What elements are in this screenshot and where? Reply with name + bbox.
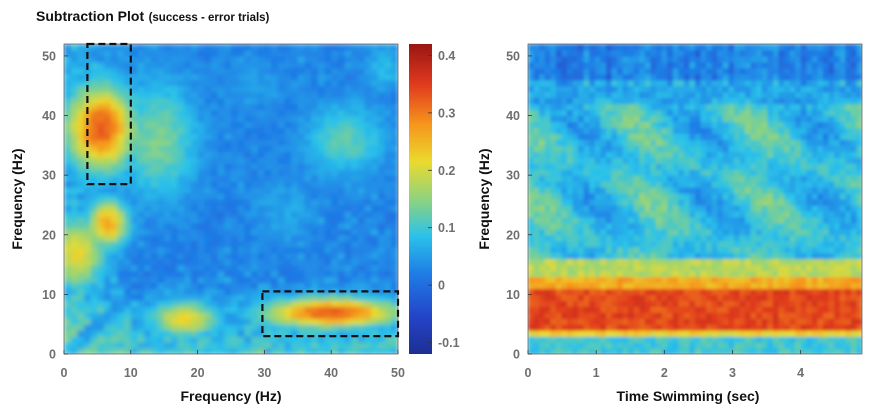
right-y-tick-label: 50 — [506, 49, 520, 63]
right-x-tick-label: 3 — [729, 366, 736, 380]
time-frequency-heatmap — [527, 43, 863, 355]
colorbar-gradient — [409, 44, 432, 354]
left-y-tick-label: 50 — [42, 49, 56, 63]
right-y-axis-label: Frequency (Hz) — [476, 148, 492, 249]
right-y-tick-label: 0 — [513, 348, 520, 362]
chart-title: Subtraction Plot (success - error trials… — [36, 8, 269, 26]
left-x-tick-label: 20 — [191, 366, 205, 380]
colorbar-tick-label: 0.2 — [438, 164, 455, 178]
subtraction-heatmap — [63, 42, 400, 355]
left-y-tick-label: 10 — [42, 288, 56, 302]
highlight-box-1 — [86, 42, 132, 186]
colorbar-tick-label: 0.3 — [438, 106, 455, 120]
left-x-tick-label: 10 — [124, 366, 138, 380]
left-x-tick-label: 0 — [61, 366, 68, 380]
left-y-tick-label: 30 — [42, 169, 56, 183]
left-x-tick-label: 40 — [324, 366, 338, 380]
right-x-tick-label: 1 — [593, 366, 600, 380]
left-x-tick-label: 30 — [257, 366, 271, 380]
left-x-tick-label: 50 — [391, 366, 405, 380]
chart-title-sub: (success - error trials) — [148, 12, 270, 24]
left-y-axis-label: Frequency (Hz) — [9, 148, 25, 249]
right-x-tick-label: 4 — [797, 366, 804, 380]
colorbar-tick-label: 0.1 — [438, 221, 455, 235]
right-y-tick-label: 20 — [506, 228, 520, 242]
right-x-axis-label: Time Swimming (sec) — [617, 388, 760, 404]
left-x-axis-label: Frequency (Hz) — [180, 388, 281, 404]
colorbar-tick-label: 0 — [438, 279, 445, 293]
right-x-tick-label: 0 — [525, 366, 532, 380]
chart-title-main: Subtraction Plot — [36, 8, 145, 24]
left-y-tick-label: 20 — [42, 228, 56, 242]
colorbar-tick-label: 0.4 — [438, 49, 455, 63]
colorbar-tick-label: -0.1 — [438, 336, 460, 350]
right-x-tick-label: 2 — [661, 366, 668, 380]
left-axes: 0 10 20 30 40 50 0 10 20 30 40 50 — [42, 49, 405, 380]
colorbar: -0.1 0 0.1 0.2 0.3 0.4 — [409, 44, 460, 354]
right-y-tick-label: 30 — [506, 169, 520, 183]
right-y-tick-label: 10 — [506, 288, 520, 302]
right-y-tick-label: 40 — [506, 109, 520, 123]
left-y-tick-label: 40 — [42, 109, 56, 123]
left-y-tick-label: 0 — [49, 348, 56, 362]
highlight-box-2 — [261, 290, 400, 338]
